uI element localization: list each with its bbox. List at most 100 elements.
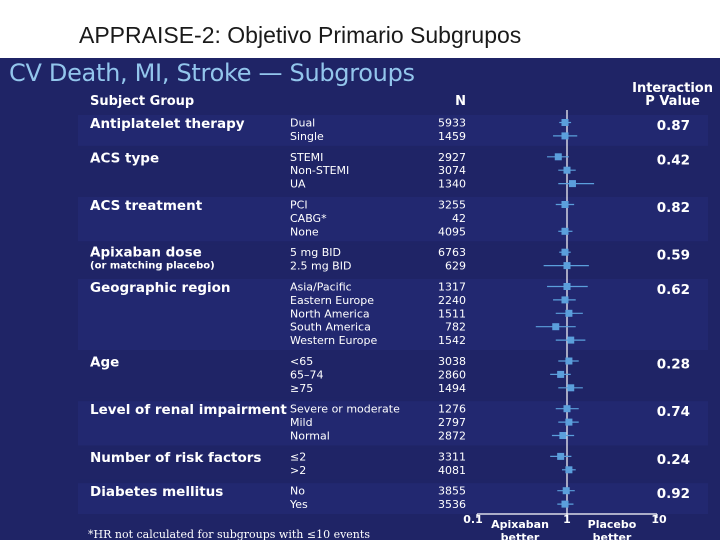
- x-tick-label: 0.1: [463, 513, 483, 526]
- interaction-p-value: 0.92: [657, 486, 690, 502]
- subgroup-n: 4095: [438, 225, 466, 238]
- subgroup-label: Eastern Europe: [290, 294, 374, 307]
- subgroup-n: 1340: [438, 178, 466, 191]
- subgroup-n: 782: [445, 321, 466, 334]
- hr-marker: [563, 262, 571, 270]
- x-label-apixaban-better: better: [501, 531, 540, 540]
- subgroup-label: Mild: [290, 416, 313, 429]
- subgroup-label: ≤2: [290, 450, 306, 463]
- hr-marker: [568, 180, 576, 188]
- group-label: Diabetes mellitus: [90, 484, 223, 500]
- column-header-p-value: P Value: [645, 94, 700, 109]
- group-label: Age: [90, 355, 119, 371]
- column-header-subject-group: Subject Group: [90, 94, 194, 109]
- x-label-placebo: Placebo: [588, 518, 637, 531]
- subgroup-n: 6763: [438, 246, 466, 259]
- hr-marker: [557, 452, 565, 460]
- group-band: [78, 448, 708, 480]
- subgroup-n: 3074: [438, 164, 466, 177]
- subgroup-label: No: [290, 485, 305, 498]
- subgroup-n: 3536: [438, 498, 466, 511]
- group-band: [78, 279, 708, 350]
- slide-title: APPRAISE-2: Objetivo Primario Subgrupos: [79, 22, 522, 48]
- subgroup-label: <65: [290, 355, 313, 368]
- group-label: Number of risk factors: [90, 450, 261, 466]
- subgroup-n: 1494: [438, 382, 466, 395]
- hr-marker: [565, 418, 573, 426]
- interaction-p-value: 0.87: [657, 118, 690, 134]
- x-label-apixaban: Apixaban: [491, 518, 549, 531]
- group-label: Geographic region: [90, 280, 231, 296]
- subgroup-label: ≥75: [290, 382, 313, 395]
- interaction-p-value: 0.74: [657, 404, 690, 420]
- subgroup-label: Normal: [290, 430, 330, 443]
- chart-title: CV Death, MI, Stroke — Subgroups: [9, 59, 415, 87]
- subgroup-label: PCI: [290, 199, 308, 212]
- x-label-placebo-better: better: [593, 531, 632, 540]
- subgroup-label: 2.5 mg BID: [290, 260, 351, 273]
- subgroup-label: Western Europe: [290, 334, 378, 347]
- hr-marker: [561, 132, 569, 140]
- hr-marker: [561, 119, 569, 126]
- subgroup-n: 2797: [438, 416, 466, 429]
- subgroup-n: 5933: [438, 117, 466, 130]
- subgroup-label: Yes: [289, 498, 308, 511]
- subgroup-n: 1459: [438, 130, 466, 143]
- hr-marker: [565, 309, 573, 317]
- hr-marker: [561, 500, 569, 508]
- subgroup-label: Non-STEMI: [290, 164, 349, 177]
- interaction-p-value: 0.42: [657, 152, 690, 168]
- footnote: *HR not calculated for subgroups with ≤1…: [88, 528, 370, 540]
- group-band: [78, 244, 708, 276]
- group-label: Antiplatelet therapy: [90, 116, 245, 132]
- hr-marker: [559, 432, 567, 439]
- group-band: [78, 353, 708, 398]
- group-band: [78, 149, 708, 194]
- hr-marker: [563, 283, 571, 290]
- hr-marker: [561, 227, 569, 235]
- group-note: (or matching placebo): [90, 261, 215, 272]
- subgroup-n: 2927: [438, 151, 466, 164]
- subgroup-n: 1511: [438, 307, 466, 320]
- subgroup-n: 2872: [438, 430, 466, 443]
- column-header-n: N: [455, 94, 466, 109]
- hr-marker: [554, 153, 562, 161]
- x-tick-label: 10: [651, 513, 667, 526]
- subgroup-label: Asia/Pacific: [290, 281, 352, 294]
- hr-marker: [561, 296, 569, 304]
- hr-marker: [562, 487, 570, 495]
- subgroup-label: North America: [290, 307, 370, 320]
- interaction-p-value: 0.24: [657, 452, 690, 468]
- hr-marker: [561, 248, 569, 256]
- forest-plot-panel: Subject Group N Interaction P Value Antiplat…: [0, 58, 720, 540]
- x-tick-label: 1: [563, 513, 571, 526]
- subgroup-n: 1317: [438, 281, 466, 294]
- subgroup-n: 1542: [438, 334, 466, 347]
- group-label: Apixaban dose: [90, 245, 202, 261]
- group-band: [78, 401, 708, 446]
- interaction-p-value: 0.28: [657, 357, 690, 373]
- group-label: ACS treatment: [90, 198, 203, 214]
- column-header-interaction: Interaction: [632, 81, 713, 96]
- subgroup-n: 2860: [438, 368, 466, 381]
- interaction-p-value: 0.59: [657, 248, 690, 264]
- subgroup-n: 3311: [438, 450, 466, 463]
- hr-marker: [557, 370, 565, 378]
- subgroup-label: STEMI: [290, 151, 323, 164]
- hr-marker: [552, 323, 560, 331]
- subgroup-n: 4081: [438, 464, 466, 477]
- group-label: Level of renal impairment: [90, 402, 287, 418]
- group-band: [78, 197, 708, 242]
- subgroup-n: 3038: [438, 355, 466, 368]
- subgroup-label: Dual: [290, 117, 315, 130]
- group-label: ACS type: [90, 150, 159, 166]
- subgroup-n: 629: [445, 260, 466, 273]
- hr-marker: [563, 166, 571, 174]
- interaction-p-value: 0.82: [657, 200, 690, 216]
- subgroup-n: 42: [452, 212, 466, 225]
- hr-marker: [567, 336, 575, 344]
- subgroup-label: >2: [290, 464, 306, 477]
- hr-marker: [565, 357, 573, 365]
- hr-marker: [561, 201, 569, 208]
